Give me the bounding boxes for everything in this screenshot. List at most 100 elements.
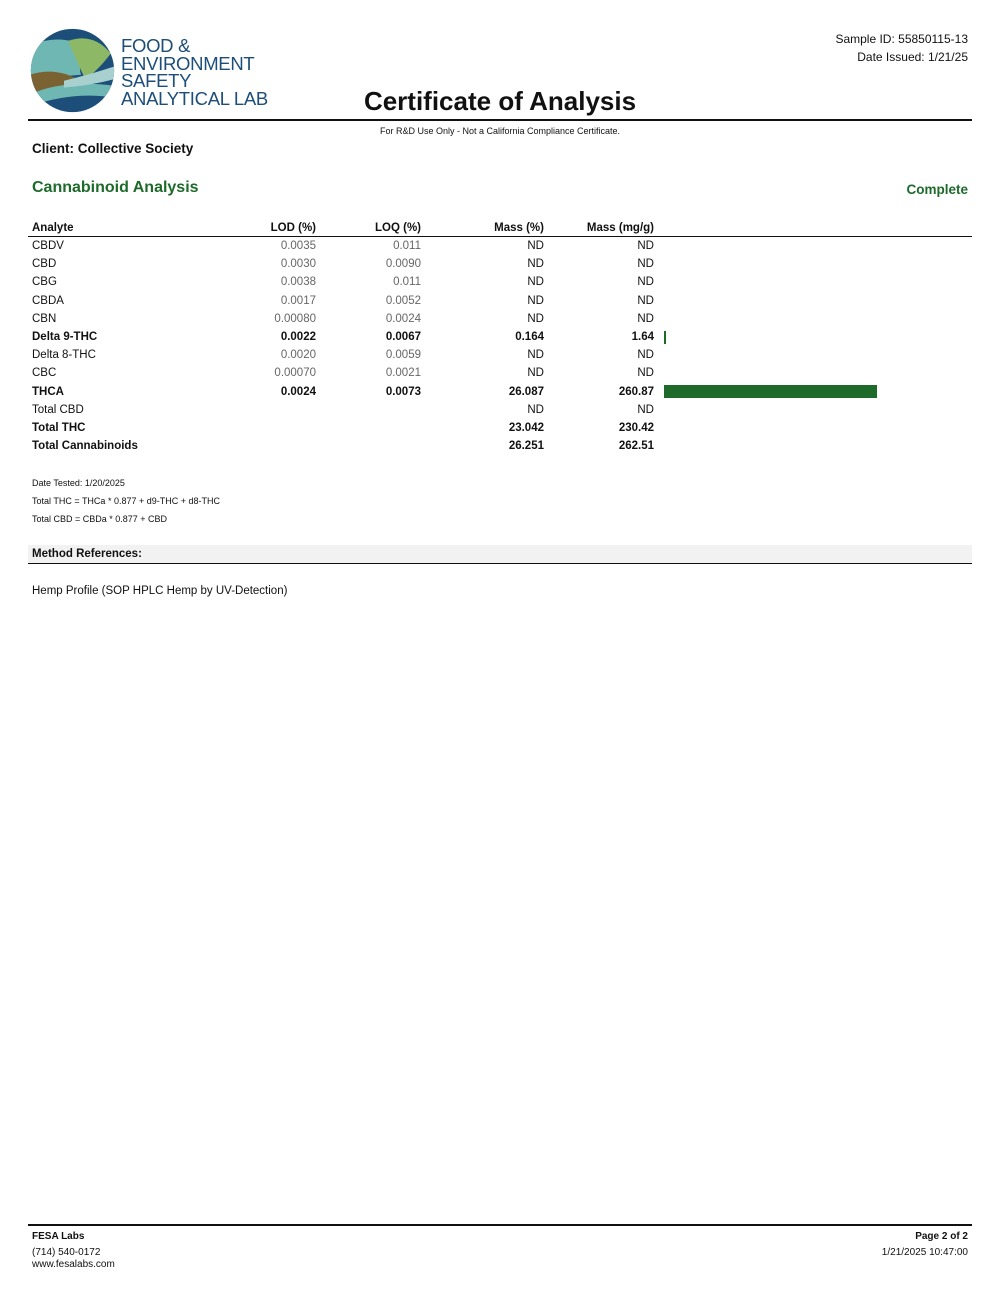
analyte-cell: Delta 8-THC	[32, 349, 96, 362]
analyte-cell: THCA	[32, 385, 64, 398]
table-row: Total CBD ND ND	[28, 401, 972, 419]
loq-cell: 0.0059	[385, 349, 421, 362]
bar-cell	[658, 255, 972, 273]
logo-line: SAFETY	[121, 70, 192, 91]
footer-website[interactable]: www.fesalabs.com	[32, 1259, 115, 1270]
mass-bar	[664, 385, 877, 399]
mass-mgg-cell: ND	[637, 276, 654, 289]
sample-id: Sample ID: 55850115-13	[835, 32, 968, 46]
bar-cell	[658, 419, 972, 437]
lod-cell: 0.0020	[280, 349, 316, 362]
bar-cell	[658, 292, 972, 310]
mass-pct-cell: 26.087	[508, 385, 544, 398]
compliance-note: For R&D Use Only - Not a California Comp…	[379, 126, 621, 136]
loq-cell: 0.0052	[385, 294, 421, 307]
mass-pct-cell: ND	[527, 258, 544, 271]
mass-mgg-cell: ND	[637, 367, 654, 380]
bar-cell	[658, 237, 972, 256]
loq-cell: 0.011	[393, 240, 421, 253]
lod-cell: 0.0024	[280, 385, 316, 398]
mass-pct-cell: ND	[527, 240, 544, 253]
date-tested: Date Tested: 1/20/2025	[32, 478, 125, 488]
loq-cell: 0.0067	[385, 331, 421, 344]
analyte-cell: Total CBD	[32, 403, 84, 416]
mass-pct-cell: ND	[527, 312, 544, 325]
footer-divider	[28, 1224, 972, 1226]
mass-mgg-cell: 230.42	[618, 421, 654, 434]
fesa-logo-icon	[30, 28, 115, 113]
table-row: Total Cannabinoids 26.251 262.51	[28, 437, 972, 455]
mass-mgg-cell: ND	[637, 294, 654, 307]
lod-cell: 0.0017	[280, 294, 316, 307]
analyte-cell: CBG	[32, 276, 57, 289]
table-row: CBG 0.0038 0.011 ND ND	[28, 273, 972, 291]
loq-cell: 0.0090	[385, 258, 421, 271]
mass-pct-cell: ND	[527, 349, 544, 362]
loq-cell	[320, 401, 425, 419]
footer-right: Page 2 of 2 1/21/2025 10:47:00	[882, 1231, 968, 1259]
analyte-cell: Total THC	[32, 421, 86, 434]
bar-cell	[658, 437, 972, 455]
analyte-cell: CBD	[32, 258, 57, 271]
col-lod: LOD (%)	[216, 219, 320, 237]
status-badge: Complete	[906, 182, 968, 197]
col-bar	[658, 219, 972, 237]
lod-cell: 0.0022	[280, 331, 316, 344]
bar-cell	[658, 364, 972, 382]
mass-mgg-cell: 262.51	[618, 440, 654, 453]
mass-mgg-cell: ND	[637, 258, 654, 271]
loq-cell	[320, 419, 425, 437]
table-row: CBDA 0.0017 0.0052 ND ND	[28, 292, 972, 310]
logo-text: FOOD & ENVIRONMENT SAFETY ANALYTICAL LAB	[121, 37, 268, 107]
table-row: CBDV 0.0035 0.011 ND ND	[28, 237, 972, 256]
footer-phone: (714) 540-0172	[32, 1247, 101, 1258]
section-title: Cannabinoid Analysis	[32, 179, 199, 196]
analyte-cell: Delta 9-THC	[32, 331, 98, 344]
lod-cell	[216, 419, 320, 437]
table-row: CBD 0.0030 0.0090 ND ND	[28, 255, 972, 273]
client-name: Client: Collective Society	[32, 141, 194, 156]
logo-line: ANALYTICAL LAB	[121, 87, 268, 109]
col-analyte: Analyte	[28, 219, 216, 237]
footer-page: Page 2 of 2	[915, 1231, 968, 1242]
table-row: Delta 9-THC 0.0022 0.0067 0.164 1.64	[28, 328, 972, 346]
loq-cell: 0.0024	[385, 312, 421, 325]
date-issued: Date Issued: 1/21/25	[857, 50, 968, 64]
lod-cell	[216, 437, 320, 455]
table-header: Analyte LOD (%) LOQ (%) Mass (%) Mass (m…	[28, 219, 972, 237]
mass-pct-cell: ND	[527, 403, 544, 416]
analyte-cell: CBDA	[32, 294, 64, 307]
method-references-header: Method References:	[28, 545, 972, 564]
mass-mgg-cell: ND	[637, 240, 654, 253]
table-row: CBN 0.00080 0.0024 ND ND	[28, 310, 972, 328]
mass-mgg-cell: 260.87	[618, 385, 654, 398]
mass-pct-cell: ND	[527, 294, 544, 307]
bar-cell	[658, 273, 972, 291]
lod-cell: 0.00080	[274, 312, 316, 325]
lod-cell: 0.0038	[280, 276, 316, 289]
loq-cell: 0.0021	[385, 367, 421, 380]
total-cbd-formula: Total CBD = CBDa * 0.877 + CBD	[32, 514, 168, 524]
mass-bar	[664, 330, 666, 344]
col-mass-mgg: Mass (mg/g)	[548, 219, 658, 237]
mass-pct-cell: 23.042	[508, 421, 544, 434]
table-row: THCA 0.0024 0.0073 26.087 260.87	[28, 383, 972, 401]
cannabinoid-table: Analyte LOD (%) LOQ (%) Mass (%) Mass (m…	[28, 219, 972, 455]
footer-left: FESA Labs (714) 540-0172 www.fesalabs.co…	[32, 1231, 115, 1271]
mass-mgg-cell: ND	[637, 349, 654, 362]
col-mass-pct: Mass (%)	[425, 219, 548, 237]
bar-cell	[658, 328, 972, 346]
mass-pct-cell: 0.164	[515, 331, 544, 344]
footer-company: FESA Labs	[32, 1231, 85, 1242]
bar-cell	[658, 401, 972, 419]
footer-timestamp: 1/21/2025 10:47:00	[881, 1247, 968, 1258]
loq-cell: 0.011	[393, 276, 421, 289]
lod-cell: 0.00070	[274, 367, 316, 380]
mass-mgg-cell: ND	[637, 312, 654, 325]
logo-line: ENVIRONMENT	[121, 52, 255, 74]
total-thc-formula: Total THC = THCa * 0.877 + d9-THC + d8-T…	[32, 496, 220, 506]
table-row: Total THC 23.042 230.42	[28, 419, 972, 437]
analyte-cell: Total Cannabinoids	[32, 440, 138, 453]
lod-cell: 0.0030	[280, 258, 316, 271]
